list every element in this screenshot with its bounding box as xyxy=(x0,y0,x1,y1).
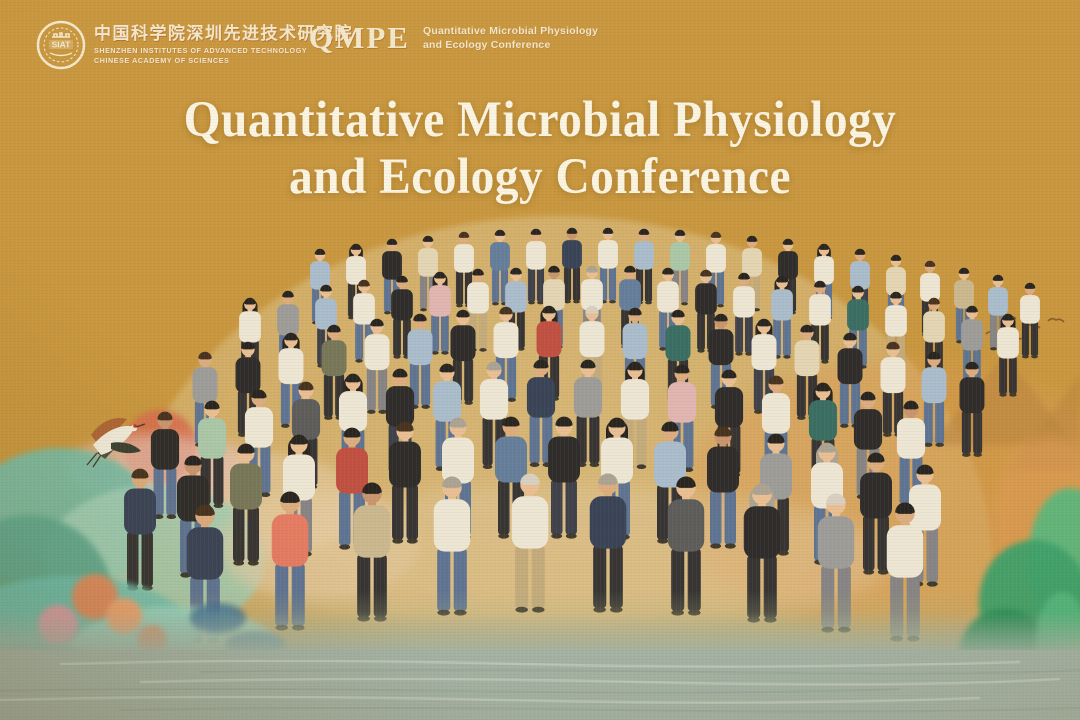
person-figure xyxy=(573,359,603,468)
person-figure xyxy=(230,443,262,566)
person-figure xyxy=(634,228,654,305)
person-figure xyxy=(909,464,941,587)
siat-seal-icon: SIAT xyxy=(36,20,86,70)
person-figure xyxy=(771,275,793,359)
person-figure xyxy=(389,421,421,544)
qmpe-subtitle: Quantitative Microbial Physiology and Ec… xyxy=(423,25,598,52)
qmpe-logo: QMPE Quantitative Microbial Physiology a… xyxy=(309,22,598,53)
person-figure xyxy=(124,468,156,591)
seal-text: SIAT xyxy=(52,40,72,50)
person-figure xyxy=(921,351,947,447)
person-figure xyxy=(733,272,755,356)
title-line1: Quantitative Microbial Physiology xyxy=(183,92,897,148)
person-figure xyxy=(278,332,304,428)
title-line2: and Ecology Conference xyxy=(288,149,792,205)
person-figure xyxy=(150,411,180,520)
siat-en-line2: CHINESE ACADEMY OF SCIENCES xyxy=(94,56,230,66)
qmpe-subtitle-line2: and Ecology Conference xyxy=(423,38,551,51)
person-figure xyxy=(837,332,863,428)
person-figure xyxy=(997,313,1019,397)
person-figure xyxy=(548,416,580,539)
conference-title: Quantitative Microbial Physiology and Ec… xyxy=(0,92,1080,206)
person-figure xyxy=(707,426,739,549)
qmpe-subtitle-line1: Quantitative Microbial Physiology xyxy=(423,25,599,37)
person-figure xyxy=(364,318,390,414)
header: SIAT 中国科学院深圳先进技术研究院 SHENZHEN INSTITUTES … xyxy=(0,0,1080,80)
person-figure xyxy=(562,227,582,304)
crowd xyxy=(124,227,1040,644)
person-figure xyxy=(526,359,556,468)
bird-icon xyxy=(1047,317,1065,323)
water xyxy=(0,612,1080,720)
siat-logo: 中国科学院深圳先进技术研究院 SHENZHEN INSTITUTES OF AD… xyxy=(94,25,353,67)
person-figure xyxy=(526,228,546,305)
person-figure xyxy=(321,324,347,420)
siat-en-line1: SHENZHEN INSTITUTES OF ADVANCED TECHNOLO… xyxy=(94,46,308,55)
qmpe-acronym: QMPE xyxy=(309,20,410,55)
crane-icon xyxy=(86,417,146,468)
foreground-painting xyxy=(0,435,1080,720)
siat-cn-name: 中国科学院深圳先进技术研究院 xyxy=(94,24,353,43)
person-figure xyxy=(429,271,451,355)
person-figure xyxy=(1020,282,1040,359)
person-figure xyxy=(467,268,489,352)
person-figure xyxy=(880,341,906,437)
person-figure xyxy=(794,324,820,420)
siat-en-name: SHENZHEN INSTITUTES OF ADVANCED TECHNOLO… xyxy=(94,46,353,67)
person-figure xyxy=(860,452,892,575)
person-figure xyxy=(391,275,413,359)
person-figure xyxy=(959,361,985,457)
